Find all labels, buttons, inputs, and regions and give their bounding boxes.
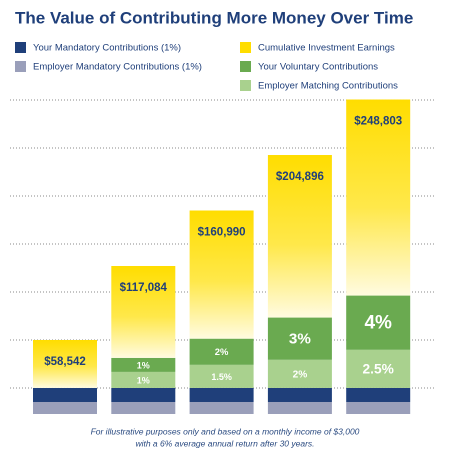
- bar-segment: [111, 371, 176, 388]
- bar-segment: [33, 340, 97, 388]
- segment-label: 2.5%: [363, 362, 394, 377]
- legend-swatch: [15, 61, 26, 72]
- total-label: $160,990: [198, 227, 246, 239]
- bar-segment: [346, 349, 411, 388]
- segment-label: 2%: [215, 346, 229, 357]
- legend-swatch: [240, 80, 251, 91]
- segment-label: 1.5%: [211, 372, 232, 382]
- segment-label: 3%: [289, 331, 311, 348]
- legend-label: Employer Matching Contributions: [258, 81, 398, 92]
- total-label: $248,803: [354, 116, 402, 128]
- legend-swatch: [15, 42, 26, 53]
- bar-segment: [189, 401, 254, 414]
- total-label: $204,896: [276, 171, 324, 183]
- bar-segment: [111, 357, 176, 372]
- total-label: $117,084: [120, 282, 168, 294]
- segment-label: 4%: [364, 313, 392, 334]
- bar-segment: [346, 387, 411, 402]
- bar-segment: [267, 317, 332, 360]
- bar-segment: [189, 210, 254, 339]
- bar-segment: [189, 364, 254, 388]
- bar-segment: [267, 387, 332, 402]
- bar-segment: [111, 387, 176, 402]
- bar-segment: [346, 401, 411, 414]
- legend-label: Employer Mandatory Contributions (1%): [33, 62, 202, 73]
- footnote: with a 6% average annual return after 30…: [135, 438, 314, 448]
- bar-segment: [267, 155, 332, 318]
- bar-segment: [111, 266, 176, 358]
- bar-segment: [33, 401, 97, 414]
- bar-segment: [346, 99, 411, 296]
- legend-label: Your Mandatory Contributions (1%): [33, 43, 181, 54]
- legend-label: Your Voluntary Contributions: [258, 62, 378, 73]
- legend-swatch: [240, 42, 251, 53]
- bar-segment: [33, 387, 97, 402]
- bar-segment: [267, 359, 332, 388]
- segment-label: 2%: [293, 370, 308, 381]
- bar-segment: [189, 338, 254, 365]
- bar-segment: [346, 295, 411, 350]
- segment-label: 1%: [137, 375, 150, 385]
- total-label: $58,542: [44, 356, 86, 368]
- bar-segment: [267, 401, 332, 414]
- chart-title: The Value of Contributing More Money Ove…: [15, 8, 413, 27]
- segment-label: 1%: [137, 360, 150, 370]
- footnote: For illustrative purposes only and based…: [91, 426, 360, 436]
- bar-segment: [111, 401, 176, 414]
- bar-segment: [189, 387, 254, 402]
- legend-label: Cumulative Investment Earnings: [258, 43, 395, 54]
- legend-swatch: [240, 61, 251, 72]
